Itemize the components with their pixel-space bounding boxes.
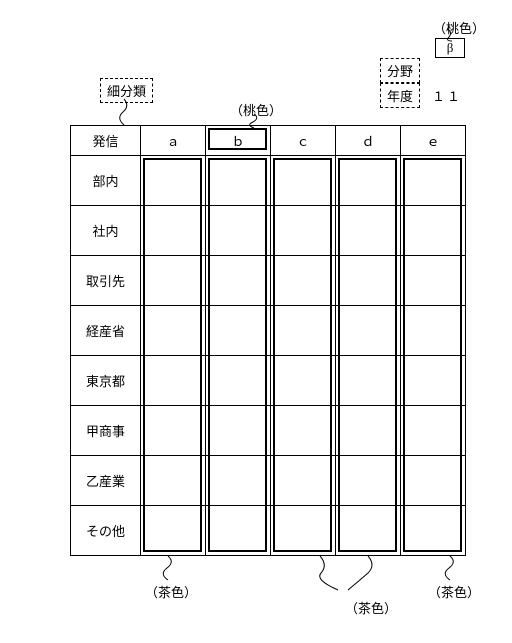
- pointer-peach-beta: [445, 28, 459, 42]
- row-header: 東京都: [71, 356, 141, 406]
- row-header: 甲商事: [71, 406, 141, 456]
- row-header: 取引先: [71, 256, 141, 306]
- field-label-box: 分野: [380, 58, 420, 83]
- overlay-col-c: [273, 158, 332, 552]
- col-header-c: ｃ: [271, 126, 336, 156]
- col-header-d: ｄ: [336, 126, 401, 156]
- row-header: 社内: [71, 206, 141, 256]
- brown-label-cd: （茶色）: [345, 598, 397, 617]
- row-header: 経産省: [71, 306, 141, 356]
- pointer-brown-cd: [318, 555, 378, 595]
- overlay-col-a: [143, 158, 202, 552]
- brown-label-e: （茶色）: [428, 582, 480, 601]
- row-header: その他: [71, 506, 141, 556]
- overlay-col-b: [208, 158, 267, 552]
- brown-label-a: （茶色）: [145, 582, 197, 601]
- overlay-col-d: [338, 158, 397, 552]
- table-corner: 発信: [71, 126, 141, 156]
- pointer-brown-e: [442, 555, 458, 581]
- year-label-box: 年度: [380, 83, 420, 108]
- row-header: 部内: [71, 156, 141, 206]
- overlay-col-b-header: [208, 128, 267, 150]
- col-header-e: ｅ: [401, 126, 466, 156]
- pointer-brown-a: [160, 555, 176, 581]
- row-header: 乙産業: [71, 456, 141, 506]
- col-header-a: ａ: [141, 126, 206, 156]
- peach-top-label: （桃色）: [433, 18, 485, 37]
- year-value: １１: [432, 86, 462, 105]
- pointer-subclass: [117, 98, 131, 126]
- overlay-col-e: [403, 158, 462, 552]
